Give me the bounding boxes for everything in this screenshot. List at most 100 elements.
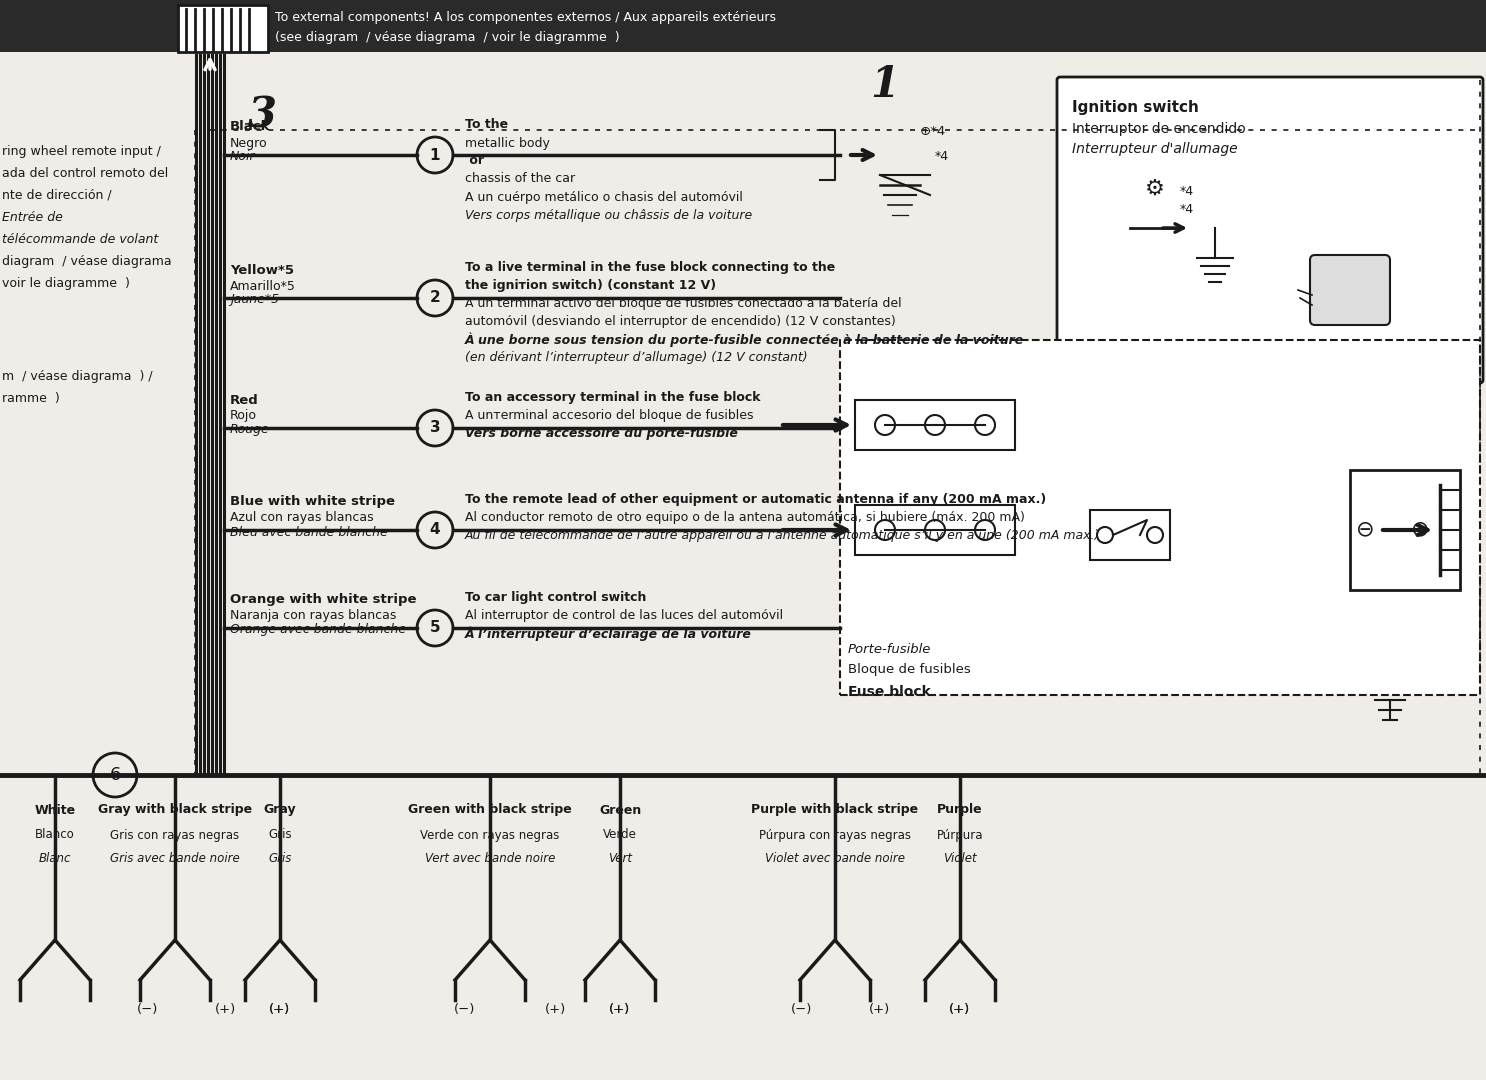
Text: (−): (−): [455, 1003, 476, 1016]
Text: Interruptor de encendido: Interruptor de encendido: [1071, 122, 1245, 136]
Text: ada del control remoto del: ada del control remoto del: [1, 167, 168, 180]
Text: 2: 2: [429, 291, 440, 306]
Text: Al interruptor de control de las luces del automóvil: Al interruptor de control de las luces d…: [465, 609, 783, 622]
Text: Entrée de: Entrée de: [1, 211, 62, 224]
Text: À une borne sous tension du porte-fusible connectée à la batterie de la voiture: À une borne sous tension du porte-fusibl…: [465, 333, 1024, 348]
Text: Al conductor remoto de otro equipo o de la antena automática, si hubiere (máx. 2: Al conductor remoto de otro equipo o de …: [465, 512, 1025, 525]
Text: ⊖: ⊖: [1355, 519, 1375, 539]
Text: White: White: [34, 804, 76, 816]
Text: Ignition switch: Ignition switch: [1071, 100, 1199, 114]
Text: Vert avec bande noire: Vert avec bande noire: [425, 851, 556, 864]
Bar: [1349, 470, 1461, 590]
Text: Gray: Gray: [263, 804, 296, 816]
Text: (+): (+): [950, 1003, 970, 1016]
Text: or: or: [465, 154, 489, 167]
Text: metallic body: metallic body: [465, 136, 550, 149]
Text: m  / véase diagrama  ) /: m / véase diagrama ) /: [1, 370, 153, 383]
Text: (+): (+): [269, 1003, 291, 1016]
Text: Verde con rayas negras: Verde con rayas negras: [421, 828, 560, 841]
Text: 1: 1: [429, 148, 440, 162]
Text: chassis of the car: chassis of the car: [465, 173, 575, 186]
Text: (−): (−): [792, 1003, 813, 1016]
Text: Negro: Negro: [230, 136, 267, 149]
FancyBboxPatch shape: [1311, 255, 1389, 325]
Text: ring wheel remote input /: ring wheel remote input /: [1, 145, 160, 158]
Text: diagram  / véase diagrama: diagram / véase diagrama: [1, 255, 171, 268]
Text: automóvil (desviando el interruptor de encendido) (12 V constantes): automóvil (desviando el interruptor de e…: [465, 315, 896, 328]
Text: nte de dirección /: nte de dirección /: [1, 189, 116, 202]
Text: Gris con rayas negras: Gris con rayas negras: [110, 828, 239, 841]
Text: *4: *4: [1180, 185, 1195, 198]
Text: (see diagram  / véase diagrama  / voir le diagramme  ): (see diagram / véase diagrama / voir le …: [275, 31, 620, 44]
Text: (+): (+): [609, 1003, 630, 1016]
Text: Gris: Gris: [267, 828, 291, 841]
Text: Naranja con rayas blancas: Naranja con rayas blancas: [230, 609, 397, 622]
Text: À l’interrupteur d’éclairage de la voiture: À l’interrupteur d’éclairage de la voitu…: [465, 626, 752, 642]
Text: Yellow*5: Yellow*5: [230, 264, 294, 276]
Text: Púrpura con rayas negras: Púrpura con rayas negras: [759, 828, 911, 841]
Text: To an accessory terminal in the fuse block: To an accessory terminal in the fuse blo…: [465, 391, 761, 405]
Text: Gray with black stripe: Gray with black stripe: [98, 804, 253, 816]
Text: Violet avec bande noire: Violet avec bande noire: [765, 851, 905, 864]
Text: (+): (+): [950, 1003, 970, 1016]
Bar: [854, 400, 1015, 450]
Text: Vert: Vert: [608, 851, 632, 864]
Text: Bleu avec bande blanche: Bleu avec bande blanche: [230, 526, 388, 539]
Text: Azul con rayas blancas: Azul con rayas blancas: [230, 512, 373, 525]
Text: 1: 1: [869, 64, 899, 106]
Text: Green: Green: [599, 804, 640, 816]
Text: the igniᴛion switch) (constant 12 V): the igniᴛion switch) (constant 12 V): [465, 280, 716, 293]
Text: Fuse block: Fuse block: [849, 685, 930, 699]
Text: 3: 3: [248, 94, 276, 136]
Text: ⚙: ⚙: [1146, 179, 1165, 199]
Text: Blue with white stripe: Blue with white stripe: [230, 496, 395, 509]
Text: (+): (+): [214, 1003, 236, 1016]
Text: (+): (+): [269, 1003, 291, 1016]
Text: Verde: Verde: [603, 828, 637, 841]
Text: (en dérivant l’interrupteur d’allumage) (12 V constant): (en dérivant l’interrupteur d’allumage) …: [465, 351, 807, 365]
Text: Púrpura: Púrpura: [936, 828, 984, 841]
Text: ramme  ): ramme ): [1, 392, 59, 405]
Text: A unᴛerminal accesorio del bloque de fusibles: A unᴛerminal accesorio del bloque de fus…: [465, 409, 753, 422]
Text: télécommande de volant: télécommande de volant: [1, 233, 158, 246]
Text: Interrupteur d'allumage: Interrupteur d'allumage: [1071, 141, 1238, 156]
Text: Jaune*5: Jaune*5: [230, 294, 279, 307]
Text: (−): (−): [137, 1003, 159, 1016]
Bar: [840, 340, 1480, 696]
Text: ⊕*4: ⊕*4: [920, 125, 947, 138]
Text: (+): (+): [544, 1003, 566, 1016]
Text: Amarillo*5: Amarillo*5: [230, 280, 296, 293]
Text: Gris: Gris: [269, 851, 291, 864]
Text: Purple with black stripe: Purple with black stripe: [752, 804, 918, 816]
Text: Violet: Violet: [944, 851, 976, 864]
Bar: [0, 0, 1486, 52]
Bar: [1091, 510, 1169, 561]
Text: Orange with white stripe: Orange with white stripe: [230, 594, 416, 607]
Text: A un cuérpo metálico o chasis del automóvil: A un cuérpo metálico o chasis del automó…: [465, 190, 743, 203]
Text: 4: 4: [429, 523, 440, 538]
Text: 5: 5: [429, 621, 440, 635]
Text: Rojo: Rojo: [230, 409, 257, 422]
Text: Blanc: Blanc: [39, 851, 71, 864]
Text: ⊕: ⊕: [1410, 519, 1430, 539]
FancyBboxPatch shape: [1057, 77, 1483, 383]
Text: 3: 3: [429, 420, 440, 435]
Text: Bloque de fusibles: Bloque de fusibles: [849, 663, 970, 676]
Text: To car light control switch: To car light control switch: [465, 592, 646, 605]
Text: 6: 6: [110, 766, 120, 784]
Text: To a live terminal in the fuse block connecting to the: To a live terminal in the fuse block con…: [465, 261, 840, 274]
Bar: [178, 5, 267, 52]
Text: To the: To the: [465, 119, 513, 132]
Text: Orange avec bande blanche: Orange avec bande blanche: [230, 623, 406, 636]
Text: *4: *4: [935, 150, 950, 163]
Bar: [854, 505, 1015, 555]
Text: Blanco: Blanco: [36, 828, 74, 841]
Text: Noir: Noir: [230, 150, 256, 163]
Text: Black: Black: [230, 121, 270, 134]
Text: (+): (+): [869, 1003, 890, 1016]
Text: Rouge: Rouge: [230, 423, 270, 436]
Text: voir le diagramme  ): voir le diagramme ): [1, 276, 129, 291]
Text: A un terminal activo del bloque de fusibles conectado a la batería del: A un terminal activo del bloque de fusib…: [465, 297, 902, 311]
Text: *4: *4: [1180, 203, 1195, 216]
Text: To external components! A los componentes externos / Aux appareils extérieurs: To external components! A los componente…: [275, 12, 776, 25]
